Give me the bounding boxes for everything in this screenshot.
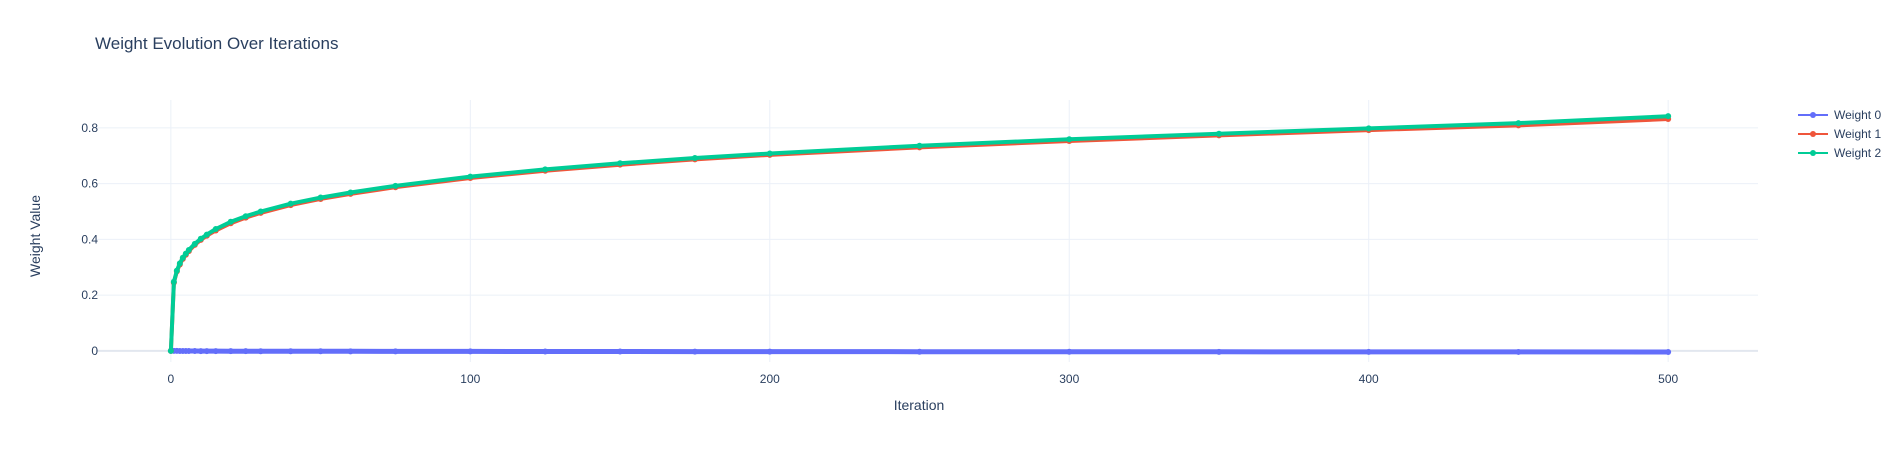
data-point [257, 348, 264, 355]
legend-item[interactable]: Weight 1 [1798, 127, 1881, 141]
data-point [1215, 130, 1222, 137]
y-tick-label: 0.4 [81, 232, 98, 246]
data-point [1066, 136, 1073, 143]
x-tick-label: 300 [1059, 372, 1079, 386]
data-point [542, 166, 549, 173]
data-point [916, 142, 923, 149]
data-point [176, 260, 183, 267]
data-point [242, 213, 249, 220]
data-point [227, 218, 234, 225]
data-point [467, 173, 474, 180]
y-tick-label: 0 [91, 344, 98, 358]
data-point [467, 348, 474, 355]
data-point [617, 348, 624, 355]
data-point [203, 231, 210, 238]
data-point [191, 348, 198, 355]
data-point [242, 348, 249, 355]
data-point [179, 254, 186, 261]
series-weight-2 [167, 113, 1672, 354]
data-point [1515, 120, 1522, 127]
plot-area [167, 113, 1672, 355]
legend[interactable]: Weight 0 Weight 1 Weight 2 [1798, 108, 1881, 160]
data-point [227, 348, 234, 355]
data-point [916, 348, 923, 355]
data-point [542, 348, 549, 355]
data-point [317, 194, 324, 201]
legend-swatch-marker [1810, 112, 1816, 118]
y-tick-label: 0.8 [81, 121, 98, 135]
data-point [185, 246, 192, 253]
chart-title: Weight Evolution Over Iterations [95, 34, 338, 53]
data-point [617, 160, 624, 167]
data-point [392, 348, 399, 355]
data-point [197, 235, 204, 242]
x-tick-label: 200 [760, 372, 780, 386]
data-point [1665, 113, 1672, 120]
data-point [766, 150, 773, 157]
data-point [1365, 125, 1372, 132]
data-point [197, 348, 204, 355]
data-point [691, 154, 698, 161]
axis-ticks: 0 100 200 300 400 500 0 0.2 0.4 0.6 0.8 [81, 121, 1678, 386]
data-point [1066, 348, 1073, 355]
data-point [317, 348, 324, 355]
data-point [203, 348, 210, 355]
data-point [691, 348, 698, 355]
x-axis-title: Iteration [894, 397, 945, 413]
data-point [347, 189, 354, 196]
data-point [185, 348, 192, 355]
legend-label: Weight 2 [1834, 146, 1881, 160]
x-tick-label: 500 [1658, 372, 1678, 386]
data-point [1365, 348, 1372, 355]
legend-label: Weight 1 [1834, 127, 1881, 141]
y-axis-title: Weight Value [27, 195, 43, 277]
legend-swatch-marker [1810, 131, 1816, 137]
data-point [1515, 348, 1522, 355]
data-point [191, 240, 198, 247]
data-point [287, 348, 294, 355]
data-point [167, 347, 174, 354]
data-point [287, 200, 294, 207]
data-point [347, 348, 354, 355]
y-tick-label: 0.2 [81, 288, 98, 302]
data-point [766, 348, 773, 355]
data-point [173, 267, 180, 274]
x-tick-label: 400 [1359, 372, 1379, 386]
legend-label: Weight 0 [1834, 108, 1881, 122]
legend-item[interactable]: Weight 0 [1798, 108, 1881, 122]
data-point [257, 208, 264, 215]
y-tick-label: 0.6 [81, 177, 98, 191]
legend-item[interactable]: Weight 2 [1798, 146, 1881, 160]
data-point [170, 278, 177, 285]
data-point [1665, 348, 1672, 355]
data-point [212, 226, 219, 233]
x-tick-label: 100 [460, 372, 480, 386]
data-point [392, 182, 399, 189]
data-point [1215, 348, 1222, 355]
legend-swatch-marker [1810, 150, 1816, 156]
data-point [212, 348, 219, 355]
x-tick-label: 0 [168, 372, 175, 386]
